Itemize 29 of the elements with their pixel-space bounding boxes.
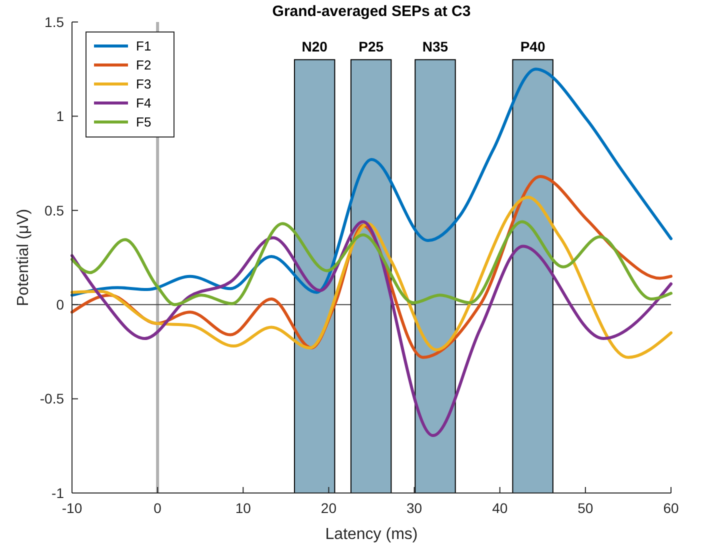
x-tick-label: 40 (492, 500, 508, 516)
legend-label: F1 (136, 38, 152, 54)
line-series (70, 68, 672, 297)
x-tick-label: 0 (154, 500, 162, 516)
y-tick-label: -1 (52, 484, 64, 501)
legend-label: F5 (136, 114, 152, 130)
x-axis-title: Latency (ms) (325, 526, 418, 543)
x-tick-label: 30 (406, 500, 422, 516)
y-tick-label: 1.5 (44, 14, 64, 30)
band-label: N20 (302, 38, 328, 55)
band-label: P40 (520, 38, 546, 55)
x-tick-label: 20 (320, 500, 337, 516)
legend-label: F4 (136, 96, 152, 111)
band-label: N35 (422, 38, 448, 55)
chart-title: Grand-averaged SEPs at C3 (272, 3, 471, 20)
legend-label: F2 (136, 58, 152, 73)
x-tick-label: -10 (62, 500, 82, 516)
line-series (70, 220, 672, 438)
y-tick-label: -0.5 (40, 390, 64, 407)
x-tick-label: 10 (235, 500, 252, 516)
legend-label: F3 (136, 76, 152, 92)
x-tick-label: 60 (663, 500, 679, 516)
y-axis-title: Potential (μV) (15, 208, 32, 306)
y-tick-label: 1 (56, 108, 64, 124)
y-tick-label: 0 (56, 296, 64, 312)
x-tick-label: 50 (578, 500, 594, 516)
band-label: P25 (358, 38, 384, 55)
line-series (70, 220, 672, 306)
y-tick-label: 0.5 (44, 202, 64, 218)
